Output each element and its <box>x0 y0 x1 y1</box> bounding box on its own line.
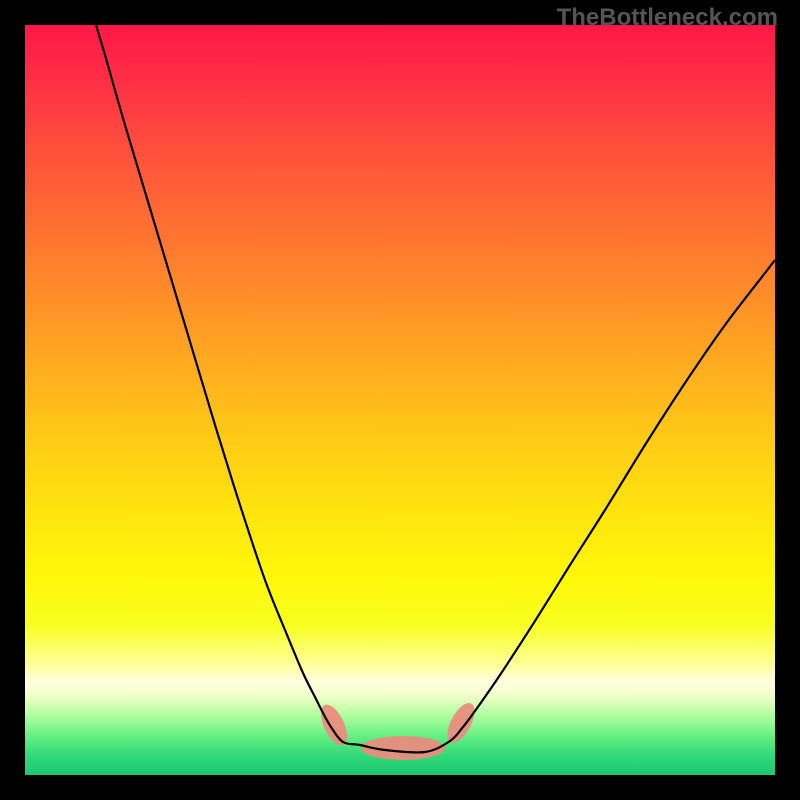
watermark-text: TheBottleneck.com <box>557 4 778 32</box>
plot-area <box>25 25 775 775</box>
chart-svg <box>25 25 775 775</box>
heat-gradient <box>25 25 775 775</box>
chart-container: TheBottleneck.com <box>0 0 800 800</box>
